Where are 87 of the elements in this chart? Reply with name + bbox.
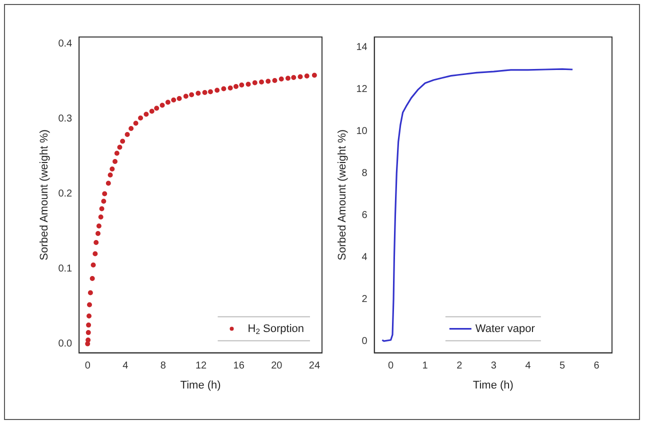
point <box>106 180 111 186</box>
point <box>98 214 104 220</box>
point <box>133 120 138 126</box>
point <box>110 166 115 172</box>
point <box>208 89 213 94</box>
x-tick-label: 2 <box>456 360 463 372</box>
point <box>101 198 106 204</box>
point <box>144 112 149 117</box>
x-axis-title: Time (h) <box>472 379 514 392</box>
point <box>202 90 208 96</box>
point <box>112 159 118 164</box>
point <box>183 94 188 99</box>
x-tick-label: 12 <box>195 360 208 372</box>
point <box>102 191 108 196</box>
point <box>176 96 182 102</box>
point <box>189 92 194 98</box>
point <box>239 82 244 88</box>
point <box>266 78 271 84</box>
point <box>96 231 101 236</box>
y-tick-label: 12 <box>356 84 368 96</box>
y-tick-label: 0.4 <box>58 38 73 50</box>
point <box>149 108 154 114</box>
point <box>86 322 92 328</box>
point <box>228 86 233 91</box>
y-tick-label: 2 <box>362 294 368 305</box>
point <box>233 84 238 90</box>
point <box>86 314 92 319</box>
x-tick-label: 0 <box>388 360 394 372</box>
point <box>160 102 165 108</box>
x-tick-label: 0 <box>84 360 91 372</box>
point <box>285 76 290 81</box>
point <box>87 302 92 308</box>
point <box>214 88 220 93</box>
y-tick-label: 0.1 <box>58 264 73 275</box>
x-tick-label: 6 <box>594 360 600 372</box>
x-tick-label: 4 <box>122 360 129 372</box>
point <box>165 100 170 105</box>
point <box>88 290 93 296</box>
point <box>90 262 96 268</box>
point <box>117 144 122 150</box>
point <box>94 240 99 246</box>
point <box>291 75 296 80</box>
point <box>304 74 310 79</box>
x-axis-title: Time (h) <box>180 379 221 392</box>
x-tick-label: 3 <box>490 360 497 372</box>
point <box>90 276 95 282</box>
point <box>120 138 126 144</box>
y-tick-label: 4 <box>362 252 368 263</box>
point <box>272 78 278 84</box>
y-tick-label: 0.3 <box>58 114 73 125</box>
point <box>221 86 226 92</box>
x-tick-label: 16 <box>233 360 245 372</box>
point <box>252 80 258 86</box>
y-axis-title: Sorbed Amount (weight %) <box>336 129 349 260</box>
point <box>86 330 91 336</box>
x-tick-label: 24 <box>308 360 320 372</box>
point <box>196 90 201 96</box>
x-tick-label: 20 <box>271 360 283 372</box>
point <box>154 106 160 111</box>
point <box>85 341 90 346</box>
point <box>124 132 130 138</box>
point <box>171 98 176 103</box>
x-tick-label: 8 <box>160 360 166 372</box>
y-tick-label: 14 <box>356 42 368 54</box>
point <box>278 76 284 82</box>
point <box>108 172 113 178</box>
y-axis-title: Sorbed Amount (weight %) <box>38 129 51 260</box>
point <box>114 150 120 156</box>
point <box>128 126 134 132</box>
point <box>259 80 264 85</box>
point <box>99 206 104 212</box>
y-tick-label: 8 <box>362 168 368 180</box>
x-tick-label: 1 <box>422 360 428 372</box>
point <box>138 116 144 121</box>
point <box>298 74 303 80</box>
x-tick-label: 4 <box>525 360 532 372</box>
x-tick-label: 5 <box>559 360 566 372</box>
y-tick-label: 0.0 <box>58 338 73 350</box>
y-tick-label: 0.2 <box>58 188 73 200</box>
legend-label: Water vapor <box>475 322 536 335</box>
point <box>96 224 102 229</box>
point <box>246 82 251 87</box>
y-tick-label: 6 <box>362 210 368 221</box>
y-tick-label: 0 <box>362 336 368 347</box>
point <box>312 72 317 78</box>
point <box>92 251 98 256</box>
y-tick-label: 10 <box>356 126 368 138</box>
